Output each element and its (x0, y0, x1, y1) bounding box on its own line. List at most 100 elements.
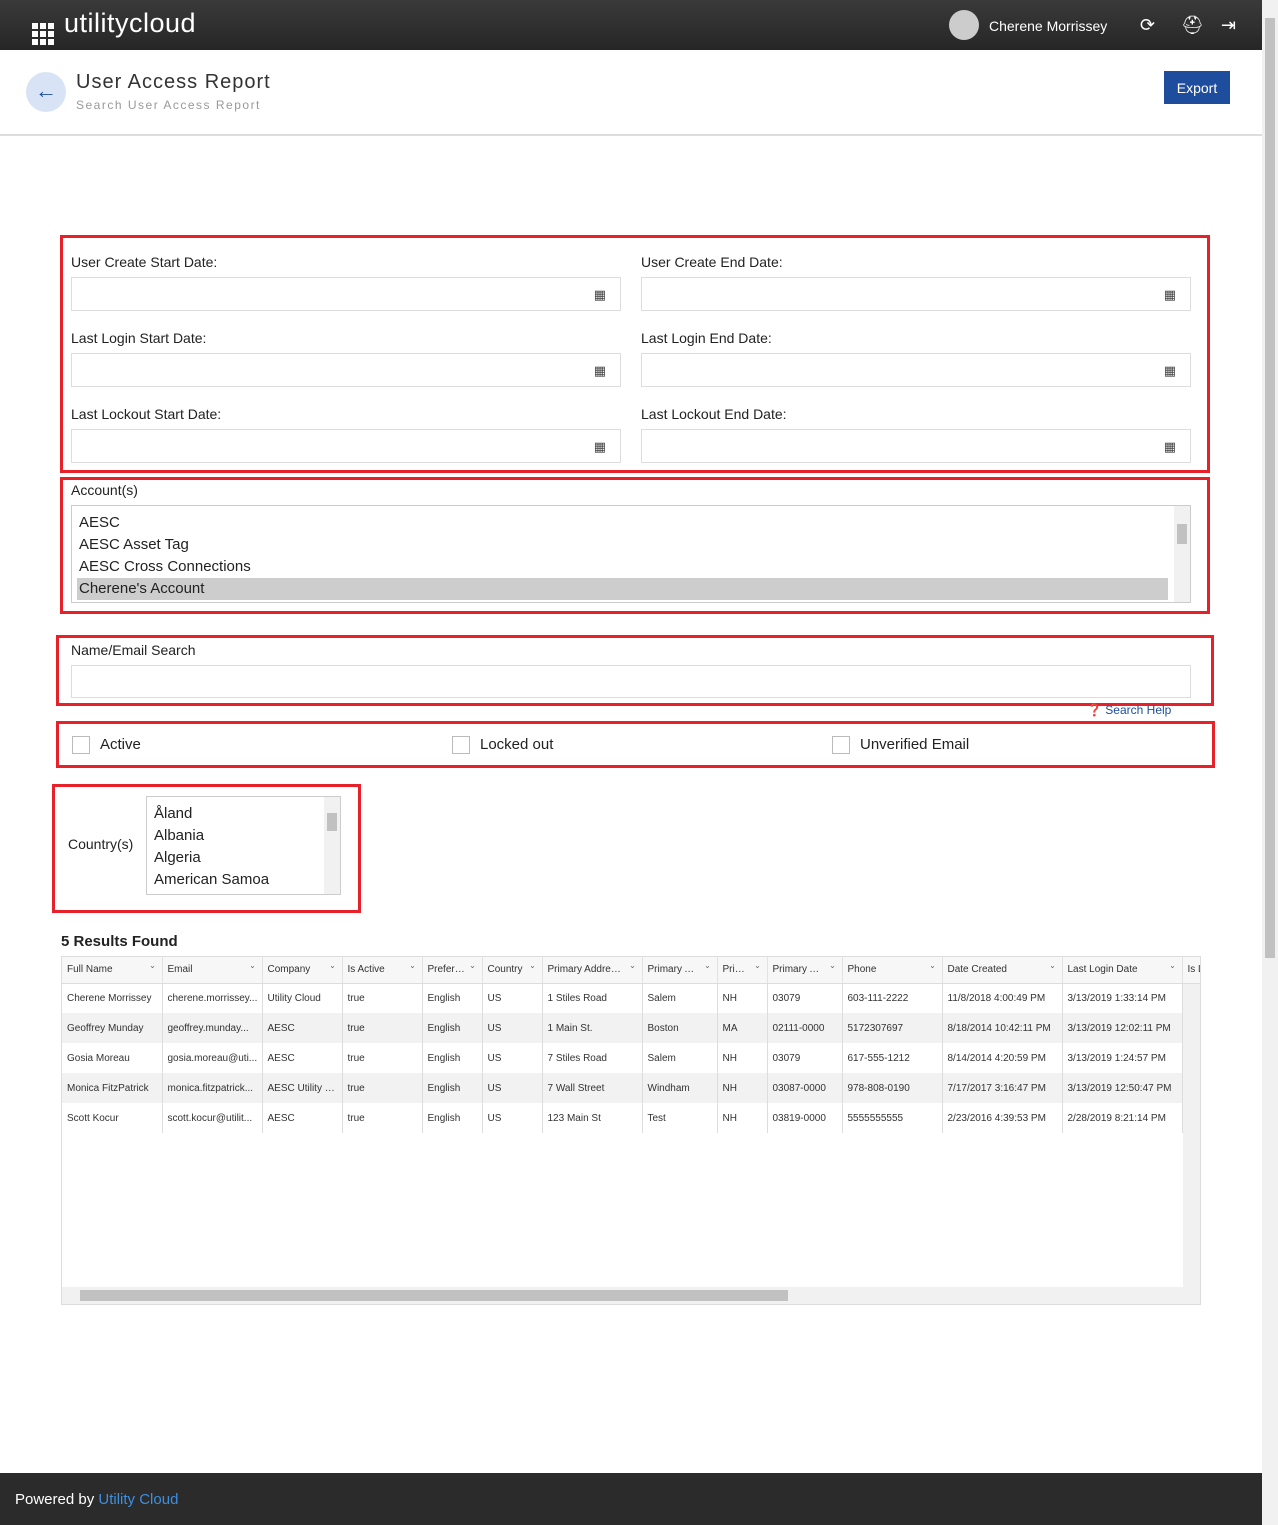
column-header[interactable]: Last Login Date ⌄ (1062, 957, 1183, 984)
chevron-down-icon[interactable]: ⌄ (329, 961, 336, 970)
help-lifebuoy-icon[interactable]: ⛑ (1181, 15, 1204, 35)
last-login-end-date-input[interactable]: ▦ (641, 353, 1191, 387)
results-grid: Full Name ⌄ Email ⌄ Company ⌄ Is Active ⌄ Prefer… (61, 956, 1201, 1305)
chevron-down-icon[interactable]: ⌄ (1049, 961, 1056, 970)
grid-vertical-scrollbar[interactable] (1183, 984, 1200, 1287)
table-row[interactable]: Geoffrey Munday geoffrey.munday... AESC tru… (62, 1013, 1200, 1043)
table-cell: Boston (642, 1013, 718, 1043)
table-cell: 5555555555 (842, 1103, 943, 1133)
table-cell: 603-111-2222 (842, 983, 943, 1013)
scrollbar[interactable] (324, 797, 340, 894)
user-create-start-date-input[interactable]: ▦ (71, 277, 621, 311)
chevron-down-icon[interactable]: ⌄ (149, 961, 156, 970)
column-header[interactable]: Email ⌄ (162, 957, 263, 984)
column-header[interactable]: Country ⌄ (482, 957, 543, 984)
results-count: 5 Results Found (61, 933, 178, 950)
column-header[interactable]: Full Name ⌄ (62, 957, 163, 984)
last-lockout-start-date-input[interactable]: ▦ (71, 429, 621, 463)
column-title: Primar... (722, 964, 751, 976)
column-title: Last Login Date (1067, 964, 1138, 976)
column-header[interactable]: Is Active ⌄ (342, 957, 423, 984)
user-create-end-date-input[interactable]: ▦ (641, 277, 1191, 311)
calendar-icon[interactable]: ▦ (593, 363, 606, 378)
table-row[interactable]: Cherene Morrissey cherene.morrissey... Uti… (62, 983, 1200, 1013)
table-cell: 03079 (767, 1043, 843, 1073)
chevron-down-icon[interactable]: ⌄ (829, 961, 836, 970)
list-item[interactable]: American Samoa (154, 871, 270, 888)
export-button[interactable]: Export (1164, 71, 1230, 104)
active-checkbox[interactable] (72, 736, 90, 754)
table-cell: Scott Kocur (62, 1103, 163, 1133)
logout-icon[interactable]: ⇥ (1221, 15, 1237, 35)
table-cell: 2/28/2019 8:21:14 PM (1062, 1103, 1183, 1133)
question-icon: ❓ (1087, 703, 1102, 717)
last-lockout-end-date-input[interactable]: ▦ (641, 429, 1191, 463)
search-help-link[interactable]: ❓ Search Help (1087, 703, 1171, 717)
column-title: Primary Add... (772, 964, 826, 976)
calendar-icon[interactable]: ▦ (1163, 439, 1176, 454)
column-header[interactable]: Primary Add...⌄ (767, 957, 843, 984)
calendar-icon[interactable]: ▦ (1163, 363, 1176, 378)
table-row[interactable]: Monica FitzPatrick monica.fitzpatrick... A… (62, 1073, 1200, 1103)
column-header[interactable]: Phone ⌄ (842, 957, 943, 984)
table-cell: 2/23/2016 4:39:53 PM (942, 1103, 1063, 1133)
table-row[interactable]: Scott Kocur scott.kocur@utilit... AESC true… (62, 1103, 1200, 1133)
chevron-down-icon[interactable]: ⌄ (529, 961, 536, 970)
column-header[interactable]: Is L (1182, 957, 1200, 984)
accounts-label: Account(s) (71, 482, 138, 498)
column-header[interactable]: Primary Add...⌄ (642, 957, 718, 984)
avatar[interactable] (949, 10, 979, 40)
calendar-icon[interactable]: ▦ (1163, 287, 1176, 302)
user-name[interactable]: Cherene Morrissey (989, 18, 1108, 34)
chevron-down-icon[interactable]: ⌄ (704, 961, 711, 970)
list-item-selected[interactable]: Cherene's Account (77, 578, 1168, 600)
column-header[interactable]: Date Created ⌄ (942, 957, 1063, 984)
chevron-down-icon[interactable]: ⌄ (629, 961, 636, 970)
name-email-search-input[interactable] (71, 665, 1191, 698)
page-scrollbar[interactable] (1262, 0, 1278, 1525)
countries-listbox[interactable]: Åland Albania Algeria American Samoa (146, 796, 341, 895)
chevron-down-icon[interactable]: ⌄ (929, 961, 936, 970)
table-cell: Windham (642, 1073, 718, 1103)
back-arrow-icon[interactable]: ← (26, 72, 66, 112)
table-cell: 3/13/2019 12:02:11 PM (1062, 1013, 1183, 1043)
logo[interactable]: utilitycloud (32, 8, 196, 45)
list-item[interactable]: AESC Cross Connections (79, 558, 251, 575)
locked-out-checkbox[interactable] (452, 736, 470, 754)
results-table: Full Name ⌄ Email ⌄ Company ⌄ Is Active ⌄ Prefer… (62, 957, 1200, 1133)
table-cell: Salem (642, 1043, 718, 1073)
table-cell: monica.fitzpatrick... (162, 1073, 263, 1103)
chevron-down-icon[interactable]: ⌄ (1169, 961, 1176, 970)
list-item[interactable]: AESC Asset Tag (79, 536, 189, 553)
chevron-down-icon[interactable]: ⌄ (409, 961, 416, 970)
chevron-down-icon[interactable]: ⌄ (754, 961, 761, 970)
accounts-listbox[interactable]: AESC AESC Asset Tag AESC Cross Connectio… (71, 505, 1191, 603)
grid-horizontal-scrollbar[interactable] (62, 1287, 1200, 1304)
scrollbar[interactable] (1174, 506, 1190, 602)
apps-grid-icon[interactable] (32, 23, 54, 45)
table-cell: 3/13/2019 12:50:47 PM (1062, 1073, 1183, 1103)
column-header[interactable]: Preferred...⌄ (422, 957, 483, 984)
list-item[interactable]: AESC (79, 514, 120, 531)
list-item[interactable]: Albania (154, 827, 205, 844)
utility-cloud-link[interactable]: Utility Cloud (98, 1491, 179, 1508)
list-item[interactable]: Algeria (154, 849, 201, 866)
unverified-email-checkbox[interactable] (832, 736, 850, 754)
calendar-icon[interactable]: ▦ (593, 439, 606, 454)
checkbox-label: Active (100, 736, 141, 753)
checkbox-label: Locked out (480, 736, 554, 753)
chevron-down-icon[interactable]: ⌄ (469, 961, 476, 970)
table-cell: 978-808-0190 (842, 1073, 943, 1103)
list-item[interactable]: Åland (154, 805, 193, 822)
column-header[interactable]: Primar...⌄ (717, 957, 768, 984)
calendar-icon[interactable]: ▦ (593, 287, 606, 302)
column-header[interactable]: Primary Address 1 ⌄ (542, 957, 643, 984)
chevron-down-icon[interactable]: ⌄ (249, 961, 256, 970)
table-row[interactable]: Gosia Moreau gosia.moreau@uti... AESC true E… (62, 1043, 1200, 1073)
table-cell: 617-555-1212 (842, 1043, 943, 1073)
refresh-icon[interactable]: ⟳ (1140, 15, 1156, 35)
column-title: Date Created (947, 964, 1007, 976)
date-label: Last Login Start Date: (71, 330, 207, 346)
column-header[interactable]: Company ⌄ (262, 957, 343, 984)
last-login-start-date-input[interactable]: ▦ (71, 353, 621, 387)
